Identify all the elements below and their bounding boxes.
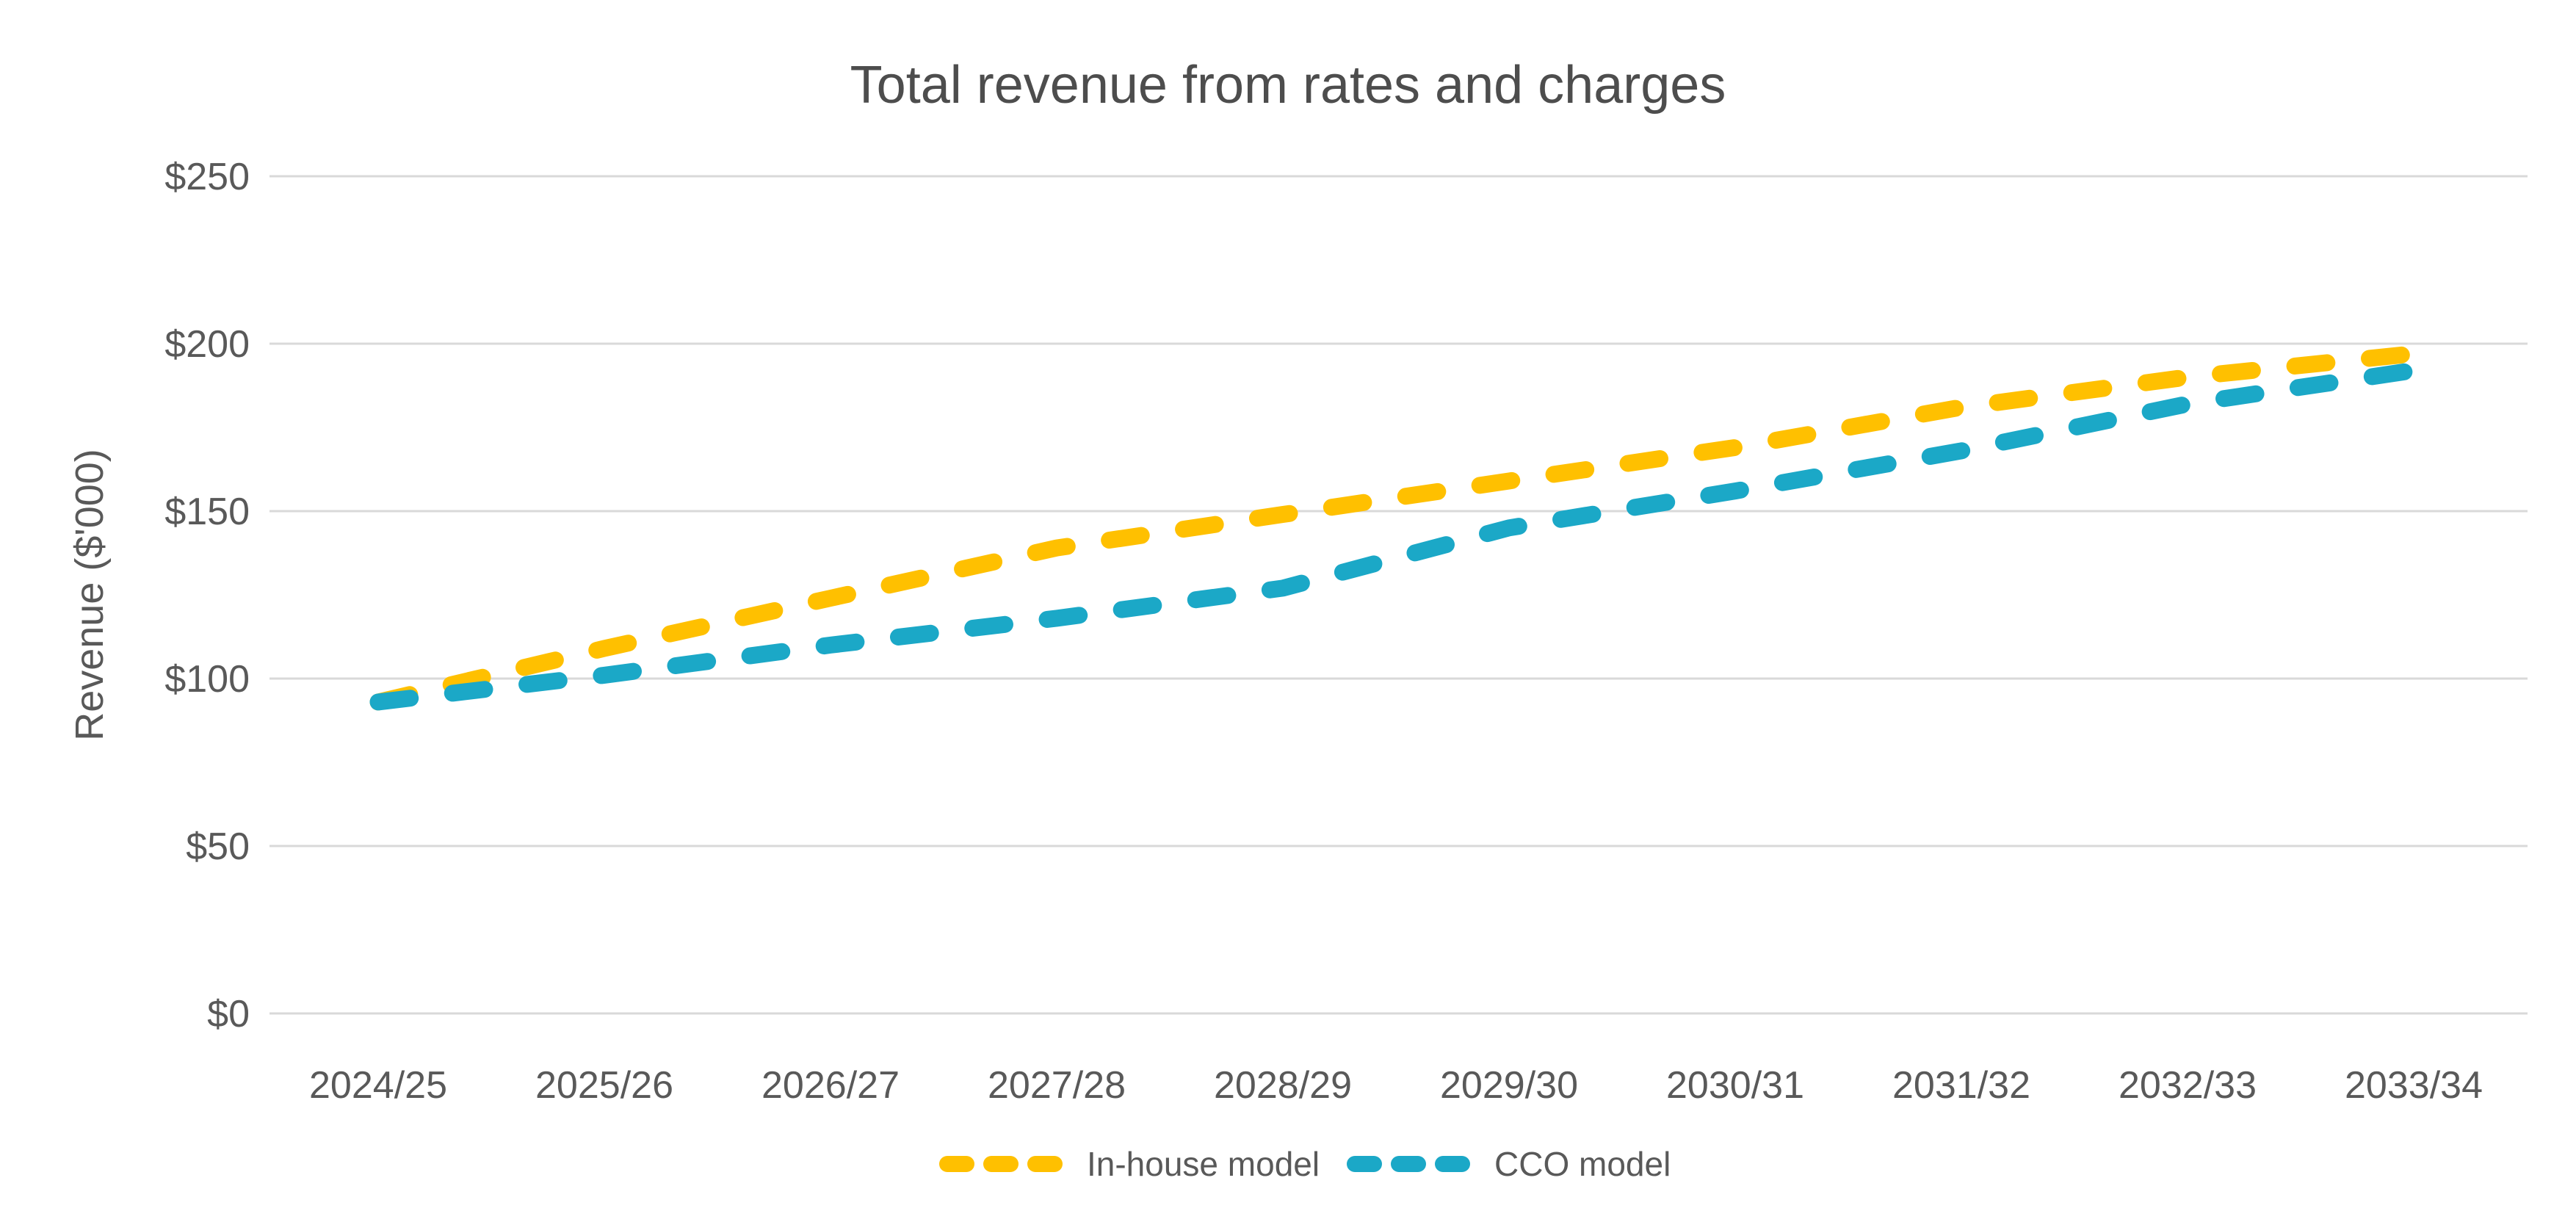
x-tick-label-2025-26: 2025/26 [535,1064,673,1107]
y-tick-label--0: $0 [207,993,250,1035]
series-line-in-house-model [369,345,2423,711]
legend-item-cco-model: CCO model [1347,1145,1671,1183]
x-tick-labels-group: 2024/25 2025/26 2026/27 2027/28 2028/29 2029/… [309,1064,2483,1107]
x-tick-label-2026-27: 2026/27 [761,1064,900,1107]
chart-title: Total revenue from rates and charges [850,56,1726,115]
gridlines-group [269,175,2528,1015]
x-tick-label-2028-29: 2028/29 [1214,1064,1352,1107]
legend-label-in-house-model: In-house model [1087,1145,1320,1183]
y-tick-label--100: $100 [164,658,250,701]
x-tick-label-2030-31: 2030/31 [1666,1064,1804,1107]
x-tick-label-2029-30: 2029/30 [1440,1064,1578,1107]
series-line-cco-model [369,361,2423,711]
y-tick-label--150: $150 [164,491,250,533]
x-tick-label-2032-33: 2032/33 [2119,1064,2257,1107]
y-axis-title: Revenue ($'000) [68,449,112,741]
y-tick-label--250: $250 [164,156,250,198]
series-group [369,345,2423,711]
y-tick-label--50: $50 [186,825,250,868]
x-tick-label-2027-28: 2027/28 [988,1064,1126,1107]
x-tick-label-2031-32: 2031/32 [1892,1064,2030,1107]
legend-item-in-house-model: In-house model [939,1145,1320,1183]
legend: In-house model CCO model [939,1145,1671,1183]
y-tick-label--200: $200 [164,323,250,366]
legend-label-cco-model: CCO model [1494,1145,1671,1183]
x-tick-label-2024-25: 2024/25 [309,1064,447,1107]
x-tick-label-2033-34: 2033/34 [2345,1064,2483,1107]
y-tick-labels-group: $0 $50 $100 $150 $200 $250 [164,156,250,1035]
